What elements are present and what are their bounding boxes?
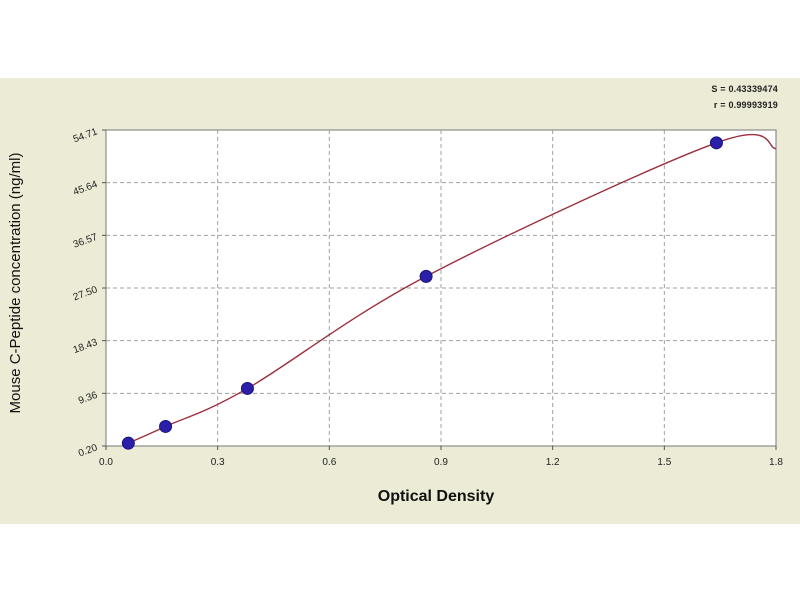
x-tick-label: 1.2 xyxy=(546,457,560,468)
calibration-chart: 0.0 0.3 0.6 0.9 1.2 1.5 1.8 0.20 9.36 18.43 27.50 3… xyxy=(7,126,783,505)
x-tick-label: 0.0 xyxy=(99,457,113,468)
x-tick-label: 0.3 xyxy=(211,457,225,468)
y-tick-label: 45.64 xyxy=(72,179,100,198)
x-tick-label: 0.9 xyxy=(434,457,448,468)
fit-s-value: S = 0.43339474 xyxy=(711,84,778,94)
x-tick-label: 1.8 xyxy=(769,457,783,468)
data-point xyxy=(419,269,433,283)
data-point xyxy=(159,419,173,433)
data-point xyxy=(121,436,135,450)
y-tick-label: 9.36 xyxy=(77,390,99,407)
chart-panel: S = 0.43339474 r = 0.99993919 0.0 0.3 0.6 0… xyxy=(0,78,800,524)
fit-r-value: r = 0.99993919 xyxy=(713,100,778,110)
y-tick-label: 18.43 xyxy=(72,337,100,356)
y-axis-title: Mouse C-Peptide concentration (ng/ml) xyxy=(7,153,24,414)
y-tick-label: 27.50 xyxy=(72,284,100,303)
data-point xyxy=(709,136,723,150)
x-tick-label: 1.5 xyxy=(657,457,671,468)
y-tick-label: 54.71 xyxy=(72,126,100,145)
x-tick-label: 0.6 xyxy=(322,457,336,468)
y-tick-label: 36.57 xyxy=(72,232,100,251)
data-point xyxy=(240,381,254,395)
y-tick-label: 0.20 xyxy=(77,442,99,459)
x-axis-title: Optical Density xyxy=(378,488,495,505)
